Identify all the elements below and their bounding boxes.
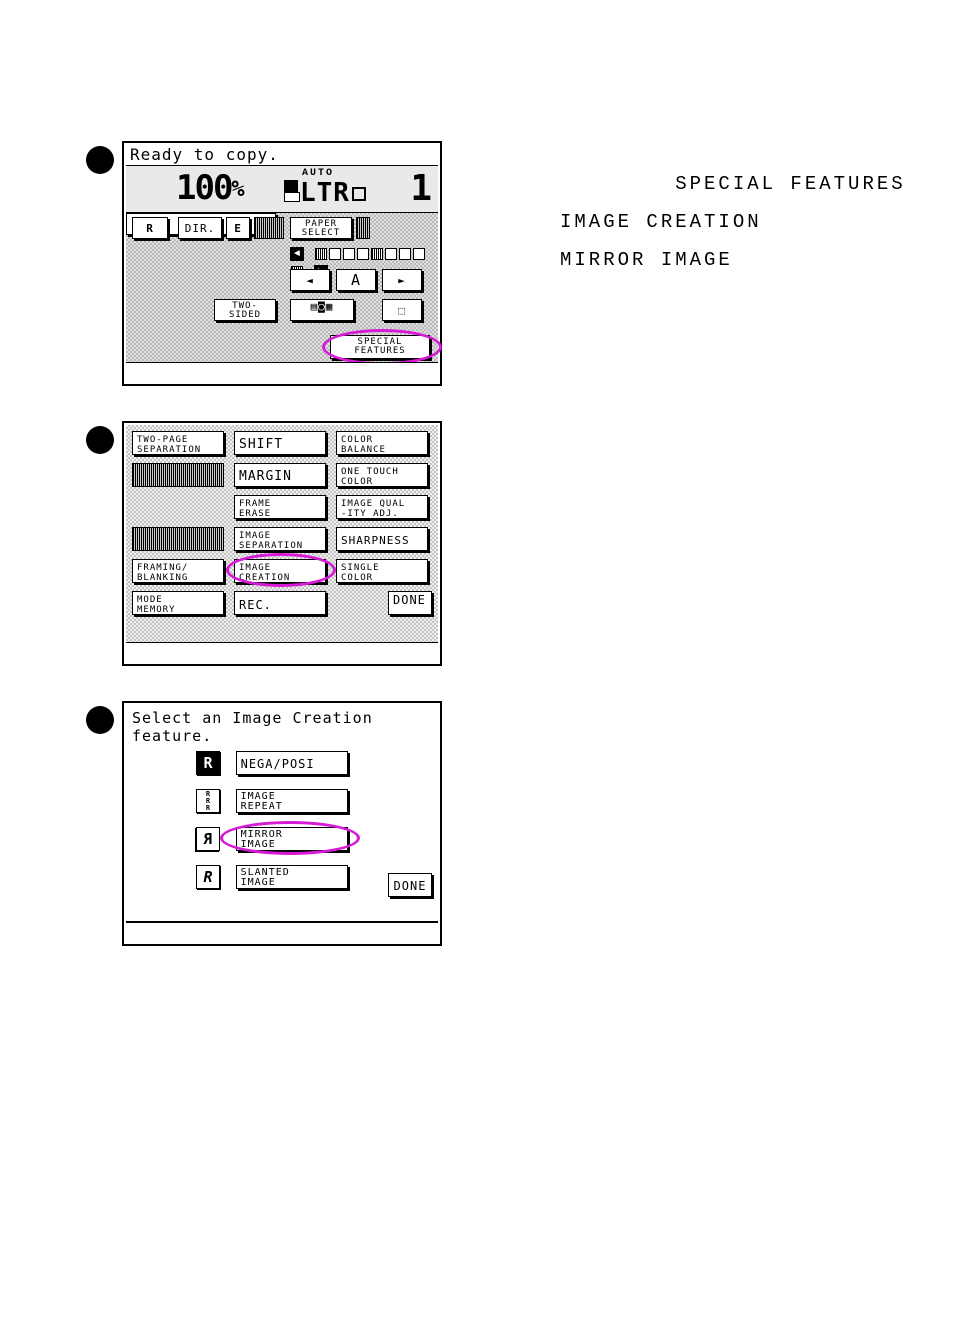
panel2-footer xyxy=(126,642,438,662)
zoom-number: 100 xyxy=(176,168,231,208)
image-quality-adj-button[interactable]: IMAGE QUAL -ITY ADJ. xyxy=(336,495,428,519)
paper-tray-icon xyxy=(284,180,298,192)
enlarge-button[interactable]: E xyxy=(226,217,250,239)
panel1-footer xyxy=(126,362,438,382)
rec-button[interactable]: REC. xyxy=(234,591,326,615)
density-scale[interactable]: ◄ ► xyxy=(290,245,432,263)
paper-size: LTR xyxy=(300,178,366,208)
step-bullet-2 xyxy=(86,426,114,454)
image-creation-done-button[interactable]: DONE xyxy=(388,873,432,897)
slanted-image-icon: R xyxy=(196,865,220,889)
slanted-image-button[interactable]: SLANTED IMAGE xyxy=(236,865,348,889)
row-mirror-image: R MIRROR IMAGE xyxy=(196,827,348,855)
copy-quantity: 1 xyxy=(410,168,432,209)
two-page-separation-button[interactable]: TWO-PAGE SEPARATION xyxy=(132,431,224,455)
special-features-button[interactable]: SPECIAL FEATURES xyxy=(330,335,430,359)
empty-slot-c1r2 xyxy=(132,463,224,487)
zoom-value: 100% xyxy=(176,168,243,208)
breadcrumb: SPECIAL FEATURES IMAGE CREATION MIRROR I… xyxy=(560,165,906,279)
density-left-icon[interactable]: ◄ xyxy=(290,247,304,261)
one-touch-color-button[interactable]: ONE TOUCH COLOR xyxy=(336,463,428,487)
single-color-button[interactable]: SINGLE COLOR xyxy=(336,559,428,583)
row-nega-posi: R NEGA/POSI xyxy=(196,751,348,779)
row-slanted-image: R SLANTED IMAGE xyxy=(196,865,348,893)
panel3-footer xyxy=(126,922,438,942)
main-controls: R DIR. E PAPER SELECT ZOOM ◄ ► ◄ A ► TWO… xyxy=(126,213,438,362)
breadcrumb-step-3: MIRROR IMAGE xyxy=(560,241,906,279)
paper-orientation-icon xyxy=(352,187,366,201)
shift-button[interactable]: SHIFT xyxy=(234,431,326,455)
color-balance-button[interactable]: COLOR BALANCE xyxy=(336,431,428,455)
panel-special-features: TWO-PAGE SEPARATION FRAMING/ BLANKING MO… xyxy=(122,421,442,666)
darker-button[interactable]: ► xyxy=(382,269,422,291)
blank-mode-button[interactable]: ⬚ xyxy=(382,299,422,321)
text-photo-mode-button[interactable]: ▤◙▦ xyxy=(290,299,354,321)
direct-button[interactable]: DIR. xyxy=(178,217,222,239)
paper-size-label: LTR xyxy=(300,178,350,208)
lighter-button[interactable]: ◄ xyxy=(290,269,330,291)
image-repeat-button[interactable]: IMAGE REPEAT xyxy=(236,789,348,813)
status-row: 100% AUTO LTR 1 xyxy=(126,165,438,213)
breadcrumb-step-1: SPECIAL FEATURES xyxy=(560,165,906,203)
slot-2 xyxy=(356,217,370,239)
step-bullet-3 xyxy=(86,706,114,734)
features-grid: TWO-PAGE SEPARATION FRAMING/ BLANKING MO… xyxy=(126,425,438,642)
nega-posi-icon: R xyxy=(196,751,220,775)
breadcrumb-step-2: IMAGE CREATION xyxy=(560,203,906,241)
image-separation-button[interactable]: IMAGE SEPARATION xyxy=(234,527,326,551)
features-done-button[interactable]: DONE xyxy=(388,591,432,615)
nega-posi-button[interactable]: NEGA/POSI xyxy=(236,751,348,775)
image-creation-heading: Select an Image Creation feature. xyxy=(132,709,438,745)
slot-1 xyxy=(254,217,284,239)
step-bullet-1 xyxy=(86,146,114,174)
panel-main-copier: Ready to copy. 100% AUTO LTR 1 R DIR. E … xyxy=(122,141,442,386)
reduce-button[interactable]: R xyxy=(132,217,168,239)
panel-image-creation: Select an Image Creation feature. R NEGA… xyxy=(122,701,442,946)
auto-exposure-button[interactable]: A xyxy=(336,269,376,291)
image-creation-area: Select an Image Creation feature. R NEGA… xyxy=(126,705,438,922)
mirror-image-icon: R xyxy=(196,827,220,851)
row-image-repeat: R R R IMAGE REPEAT xyxy=(196,789,348,817)
empty-slot-c1r4 xyxy=(132,527,224,551)
image-repeat-icon: R R R xyxy=(196,789,220,813)
margin-button[interactable]: MARGIN xyxy=(234,463,326,487)
paper-select-button[interactable]: PAPER SELECT xyxy=(290,217,352,239)
image-creation-button[interactable]: IMAGE CREATION xyxy=(234,559,326,583)
mode-memory-button[interactable]: MODE MEMORY xyxy=(132,591,224,615)
framing-blanking-button[interactable]: FRAMING/ BLANKING xyxy=(132,559,224,583)
percent-sign: % xyxy=(231,177,242,202)
sharpness-button[interactable]: SHARPNESS xyxy=(336,527,428,551)
text-photo-icons: ▤◙▦ xyxy=(311,300,334,313)
two-sided-button[interactable]: TWO- SIDED xyxy=(214,299,276,321)
mirror-image-button[interactable]: MIRROR IMAGE xyxy=(236,827,348,851)
copier-status: Ready to copy. xyxy=(130,145,279,164)
frame-erase-button[interactable]: FRAME ERASE xyxy=(234,495,326,519)
